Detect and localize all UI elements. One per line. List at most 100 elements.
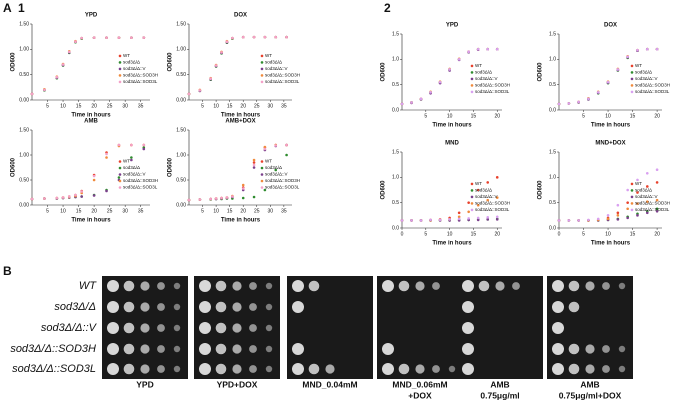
legend-label: sod3Δ/Δ	[475, 188, 492, 193]
legend-label: WT	[635, 63, 642, 68]
legend-marker	[118, 160, 122, 163]
colony-spot	[232, 323, 242, 333]
legend-label: sod3Δ/Δ::V	[123, 66, 146, 71]
data-point	[55, 75, 59, 79]
legend-label: WT	[265, 159, 272, 164]
x-tick-label: 15	[471, 231, 477, 237]
data-point	[43, 88, 46, 92]
colony-spot	[123, 343, 135, 355]
y-tick-label: 1.00	[176, 47, 186, 53]
x-tick-label: 15	[471, 113, 477, 119]
colony-spot	[249, 303, 257, 311]
legend-label: WT	[123, 159, 130, 164]
panel-label: A	[3, 1, 12, 15]
data-point	[495, 176, 499, 179]
y-tick-label: 0.5	[549, 82, 556, 88]
y-tick-label: 1.50	[19, 127, 29, 133]
legend-label: sod3Δ/Δ	[635, 188, 652, 193]
x-tick-label: 15	[630, 113, 636, 119]
colony-spot	[215, 343, 227, 355]
y-tick-label: 0.50	[176, 72, 186, 78]
data-point	[655, 47, 659, 51]
colony-spot	[123, 280, 135, 292]
chart-title: DOX	[604, 23, 617, 29]
x-tick-label: 15	[227, 208, 233, 214]
legend-label: sod3Δ/Δ::SOD3L	[123, 79, 158, 84]
legend-marker	[260, 186, 264, 189]
legend-marker	[470, 64, 474, 68]
strain-label: WT	[79, 280, 97, 292]
legend-marker	[470, 202, 474, 205]
legend-label: sod3Δ/Δ	[475, 70, 492, 75]
legend-label: sod3Δ/Δ	[265, 165, 282, 170]
colony-spot	[292, 363, 304, 375]
x-axis-label: Time in hours	[221, 218, 261, 224]
colony-spot	[462, 363, 474, 375]
data-point	[448, 218, 451, 221]
colony-spot	[215, 280, 227, 292]
colony-spot	[415, 281, 425, 291]
data-point	[187, 92, 191, 96]
colony-spot	[232, 302, 242, 312]
x-tick-label: 10	[605, 113, 611, 119]
data-point	[457, 211, 461, 215]
x-tick-label: 10	[60, 103, 66, 109]
data-point	[616, 214, 620, 217]
colony-spot	[382, 343, 394, 355]
data-point	[645, 171, 649, 175]
legend-marker	[470, 84, 474, 87]
colony-spot	[249, 282, 257, 290]
legend-label: WT	[635, 181, 642, 186]
x-tick-label: 10	[213, 208, 219, 214]
x-tick-label: 5	[201, 103, 204, 109]
legend-label: sod3Δ/Δ::SOD3L	[475, 207, 510, 212]
legend-label: WT	[123, 53, 130, 58]
legend-label: sod3Δ/Δ::SOD3H	[265, 178, 300, 183]
x-tick-label: 10	[447, 231, 453, 237]
y-tick-label: 0.00	[176, 202, 186, 208]
colony-spot	[173, 324, 181, 332]
chart-title: DOX	[234, 13, 247, 19]
legend-label: sod3Δ/Δ::SOD3H	[475, 83, 510, 88]
data-point	[626, 207, 629, 211]
x-tick-label: 25	[254, 208, 260, 214]
data-point	[419, 97, 423, 101]
data-point	[636, 191, 639, 194]
condition-label: AMB	[490, 379, 509, 389]
data-point	[187, 198, 191, 202]
data-point	[495, 218, 499, 221]
y-tick-label: 1.5	[549, 149, 556, 155]
condition-label: MND_0.04mM	[302, 379, 357, 389]
data-point	[92, 36, 96, 39]
plate	[377, 276, 463, 379]
legend-marker	[470, 71, 474, 74]
data-point	[448, 68, 451, 71]
y-tick-label: 0.5	[549, 200, 556, 206]
legend-label: sod3Δ/Δ	[123, 165, 140, 170]
strain-label: sod3Δ/Δ::SOD3H	[10, 343, 96, 355]
colony-spot	[249, 324, 257, 332]
data-point	[626, 201, 629, 204]
data-point	[476, 203, 480, 207]
y-axis-label: OD600	[11, 157, 17, 177]
x-axis-label: Time in hours	[432, 123, 472, 129]
data-point	[616, 68, 620, 71]
legend-marker	[630, 195, 634, 199]
colony-spot	[199, 343, 211, 355]
data-point	[606, 80, 610, 84]
y-tick-label: 0.5	[392, 200, 399, 206]
data-point	[616, 211, 620, 215]
colony-spot	[107, 322, 119, 334]
y-tick-label: 0.5	[392, 82, 399, 88]
colony-spot	[215, 322, 227, 334]
colony-spot	[382, 280, 394, 292]
data-point	[400, 219, 404, 222]
data-point	[105, 36, 108, 39]
x-tick-label: 35	[138, 103, 144, 109]
data-point	[142, 143, 146, 147]
data-point	[645, 200, 649, 203]
colony-spot	[232, 344, 242, 354]
colony-spot	[173, 345, 181, 353]
colony-spot	[308, 280, 320, 292]
data-point	[214, 64, 218, 67]
